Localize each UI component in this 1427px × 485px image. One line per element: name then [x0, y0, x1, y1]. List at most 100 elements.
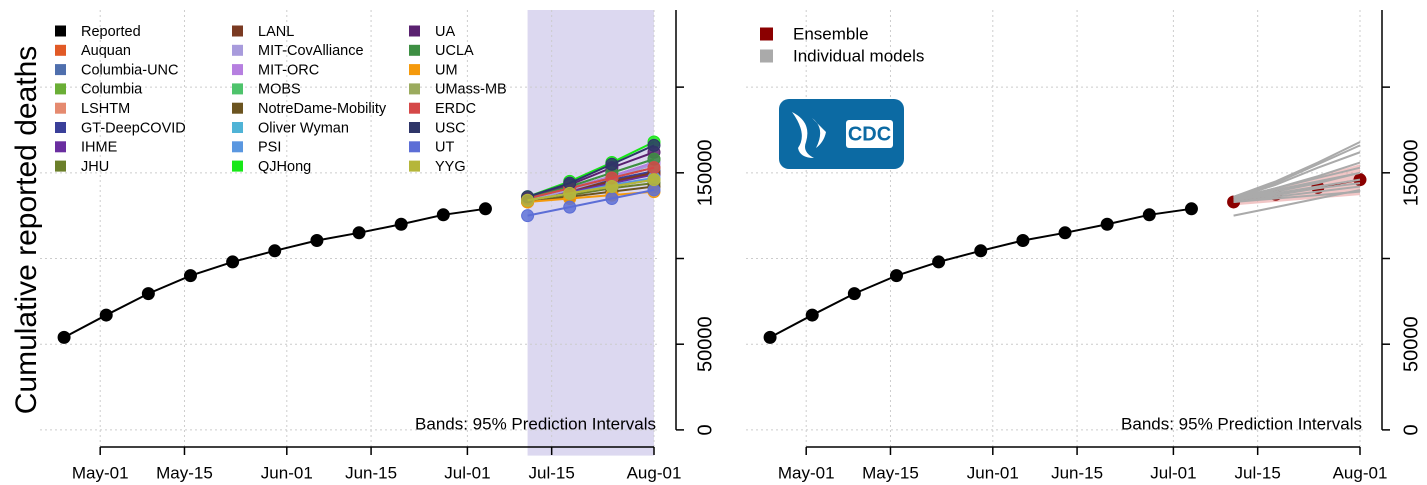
panel: May-01 May-15 Jun-01 Jun-15 Jul-01 Jul-15 Aug-…	[10, 10, 716, 482]
legend-swatch	[760, 49, 773, 63]
data-point	[805, 308, 819, 322]
data-point	[605, 192, 619, 206]
series-line	[527, 166, 655, 200]
legend-swatch	[760, 27, 773, 41]
annotation: Bands: 95% Prediction Intervals	[415, 414, 656, 433]
legend-label: UT	[435, 140, 454, 156]
legend-swatch	[409, 141, 420, 153]
legend-label: JHU	[81, 159, 109, 175]
data-point	[932, 255, 946, 269]
data-point	[352, 226, 366, 240]
x-tick-label: May-01	[72, 463, 129, 482]
series-line	[527, 178, 655, 202]
legend-swatch	[232, 83, 243, 95]
data-point	[394, 217, 408, 231]
cdc-logo: CDC	[779, 99, 904, 169]
x-tick-label: May-15	[862, 463, 919, 482]
legend-label: MIT-ORC	[258, 62, 319, 78]
legend-label: Individual models	[793, 46, 924, 65]
data-point	[605, 180, 619, 194]
series-line	[63, 207, 486, 339]
legend-swatch	[55, 83, 66, 95]
legend-label: Reported	[81, 24, 141, 40]
legend-swatch	[232, 64, 243, 76]
x-tick-label: Jul-15	[529, 463, 575, 482]
series-line	[1233, 151, 1361, 200]
data-point	[183, 269, 197, 283]
x-tick-label: Jul-15	[1235, 463, 1281, 482]
legend-label: UCLA	[435, 43, 474, 59]
x-tick-label: Jul-01	[444, 463, 490, 482]
data-point	[226, 255, 240, 269]
data-point	[1016, 234, 1030, 248]
legend-swatch	[55, 141, 66, 153]
x-tick-label: Aug-01	[1333, 463, 1388, 482]
logo-eagle	[792, 112, 826, 158]
series-line	[1233, 188, 1361, 217]
legend-label: YYG	[435, 159, 466, 175]
legend-label: UMass-MB	[435, 82, 507, 98]
data-point	[974, 244, 988, 258]
data-point	[436, 208, 450, 222]
y-tick-label: 50000	[1400, 316, 1422, 372]
data-point	[478, 202, 492, 216]
y-axis-title: Cumulative reported deaths	[10, 46, 43, 415]
legend-swatch	[232, 141, 243, 153]
data-point	[647, 138, 661, 152]
legend-swatch	[409, 64, 420, 76]
legend-swatch	[232, 122, 243, 133]
series-line	[1233, 166, 1361, 200]
legend-label: LANL	[258, 24, 294, 40]
x-tick-label: Jul-01	[1150, 463, 1196, 482]
forecast-period	[527, 10, 654, 456]
legend-label: UA	[435, 24, 455, 40]
legend-label: IHME	[81, 140, 118, 156]
legend-label: Oliver Wyman	[258, 120, 349, 136]
series-line	[527, 188, 655, 217]
legend-label: Columbia-UNC	[81, 62, 179, 78]
legend-swatch	[55, 122, 66, 133]
y-tick-label: 150000	[694, 139, 716, 206]
x-tick-label: May-15	[156, 463, 213, 482]
data-point	[1142, 208, 1156, 222]
legend-label: NotreDame-Mobility	[258, 101, 387, 117]
legend-swatch	[409, 122, 420, 133]
legend-swatch	[55, 44, 66, 56]
annotation: Bands: 95% Prediction Intervals	[1121, 414, 1362, 433]
data-point	[521, 209, 535, 223]
x-tick-label: May-01	[778, 463, 835, 482]
data-point	[563, 186, 577, 200]
data-point	[1184, 202, 1198, 216]
legend-label: GT-DeepCOVID	[81, 120, 186, 136]
data-point	[1058, 226, 1072, 240]
legend-label: PSI	[258, 140, 281, 156]
data-point	[1100, 217, 1114, 231]
legend-swatch	[232, 44, 243, 56]
legend-label: QJHong	[258, 159, 311, 175]
legend-swatch	[409, 83, 420, 95]
logo-text: CDC	[848, 123, 891, 145]
data-point	[763, 330, 777, 344]
logo-box	[846, 120, 893, 148]
series-line	[527, 144, 655, 198]
legend-swatch	[409, 160, 420, 172]
x-tick-label: Jun-01	[967, 463, 1019, 482]
y-tick-label: 50000	[694, 316, 716, 372]
x-tick-label: Jun-01	[261, 463, 313, 482]
data-point	[521, 193, 535, 207]
series-line	[1233, 178, 1361, 202]
data-point	[889, 269, 903, 283]
x-tick-label: Jun-15	[345, 463, 397, 482]
legend-swatch	[55, 25, 66, 37]
legend-swatch	[55, 64, 66, 76]
legend-swatch	[232, 25, 243, 37]
y-tick-label: 0	[1400, 424, 1422, 435]
logo-background	[779, 99, 904, 169]
data-point	[605, 157, 619, 171]
data-point	[268, 244, 282, 258]
legend-swatch	[55, 160, 66, 172]
x-tick-label: Jun-15	[1051, 463, 1103, 482]
legend-label: MOBS	[258, 82, 301, 98]
legend-label: Columbia	[81, 82, 143, 98]
